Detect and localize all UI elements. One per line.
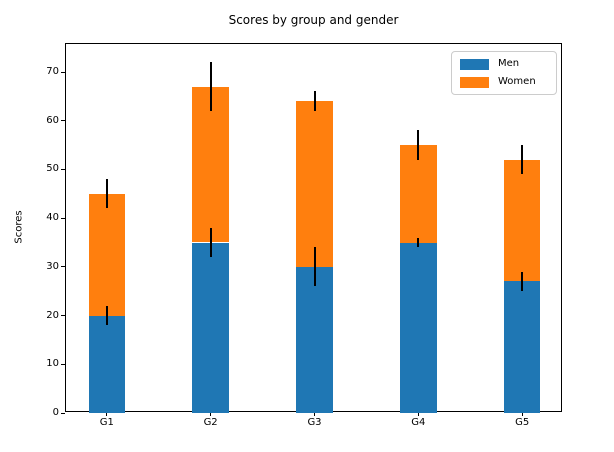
legend-label-men: Men xyxy=(498,58,520,69)
y-tick-label: 50 xyxy=(46,163,59,175)
y-tick-label: 60 xyxy=(46,114,59,126)
y-tick-mark xyxy=(61,120,65,122)
legend: Men Women xyxy=(451,51,557,95)
y-tick-mark xyxy=(61,71,65,73)
bar-men-g1 xyxy=(88,315,125,413)
x-tick-mark xyxy=(314,412,315,416)
errorbar-men-g4 xyxy=(417,237,420,248)
x-tick-mark xyxy=(106,412,108,416)
errorbar-women-g4 xyxy=(417,130,420,160)
y-tick-label: 10 xyxy=(46,358,59,370)
legend-swatch-men xyxy=(460,58,489,70)
errorbar-women-g2 xyxy=(209,62,212,111)
bar-women-g5 xyxy=(504,159,541,282)
bar-men-g2 xyxy=(192,242,229,413)
errorbar-women-g5 xyxy=(521,145,524,175)
bar-women-g3 xyxy=(296,101,333,267)
y-tick-label: 0 xyxy=(52,407,59,418)
bar-men-g5 xyxy=(504,281,541,413)
x-tick-mark xyxy=(417,412,419,416)
y-tick-label: 40 xyxy=(46,212,59,224)
errorbar-women-g1 xyxy=(105,179,108,209)
y-tick-mark xyxy=(61,315,65,317)
legend-row-women: Women xyxy=(460,75,548,89)
y-tick-mark xyxy=(61,217,65,219)
y-tick-mark xyxy=(61,363,65,365)
y-tick-mark xyxy=(61,412,65,414)
bar-women-g4 xyxy=(400,145,437,243)
chart-title: Scores by group and gender xyxy=(228,13,399,27)
y-tick-label: 70 xyxy=(46,66,59,77)
x-tick-label: G1 xyxy=(99,417,114,428)
errorbar-men-g3 xyxy=(313,247,316,287)
errorbar-women-g3 xyxy=(313,91,316,111)
bar-men-g3 xyxy=(296,266,333,413)
y-tick-label: 30 xyxy=(46,260,59,272)
x-tick-label: G2 xyxy=(203,417,218,428)
y-tick-label: 20 xyxy=(46,309,59,321)
bar-women-g1 xyxy=(88,193,125,316)
x-tick-mark xyxy=(521,412,523,416)
bar-men-g4 xyxy=(400,242,437,413)
y-tick-mark xyxy=(61,266,65,268)
bar-women-g2 xyxy=(192,86,229,243)
errorbar-men-g1 xyxy=(105,305,108,326)
legend-swatch-women xyxy=(460,76,489,88)
legend-label-women: Women xyxy=(498,76,536,87)
x-tick-label: G3 xyxy=(307,417,322,428)
x-tick-mark xyxy=(210,412,212,416)
errorbar-men-g2 xyxy=(209,227,212,258)
y-tick-mark xyxy=(61,168,65,170)
legend-row-men: Men xyxy=(460,57,548,71)
plot-area: Men Women 0 10 20 30 40 50 60 70 G1 G2 G3 G4 G5 xyxy=(46,43,562,428)
x-tick-label: G5 xyxy=(515,417,530,428)
x-tick-label: G4 xyxy=(411,417,426,428)
errorbar-men-g5 xyxy=(521,271,524,292)
